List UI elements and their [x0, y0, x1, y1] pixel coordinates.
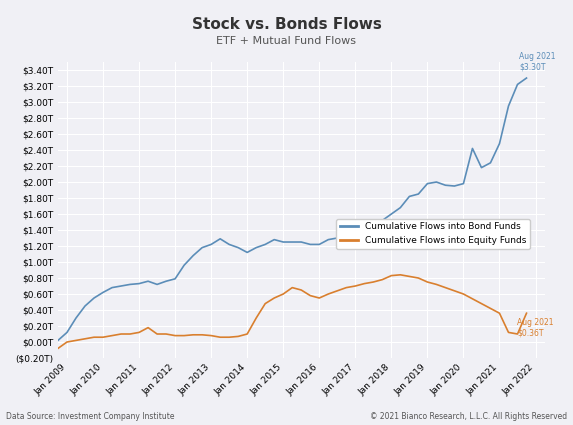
- Legend: Cumulative Flows into Bond Funds, Cumulative Flows into Equity Funds: Cumulative Flows into Bond Funds, Cumula…: [336, 219, 530, 249]
- Text: ETF + Mutual Fund Flows: ETF + Mutual Fund Flows: [217, 36, 356, 46]
- Text: Stock vs. Bonds Flows: Stock vs. Bonds Flows: [191, 17, 382, 32]
- Text: © 2021 Bianco Research, L.L.C. All Rights Reserved: © 2021 Bianco Research, L.L.C. All Right…: [370, 412, 567, 421]
- Text: Data Source: Investment Company Institute: Data Source: Investment Company Institut…: [6, 412, 174, 421]
- Text: Aug 2021
$3.30T: Aug 2021 $3.30T: [519, 52, 556, 72]
- Text: Aug 2021
$0.36T: Aug 2021 $0.36T: [517, 318, 554, 337]
